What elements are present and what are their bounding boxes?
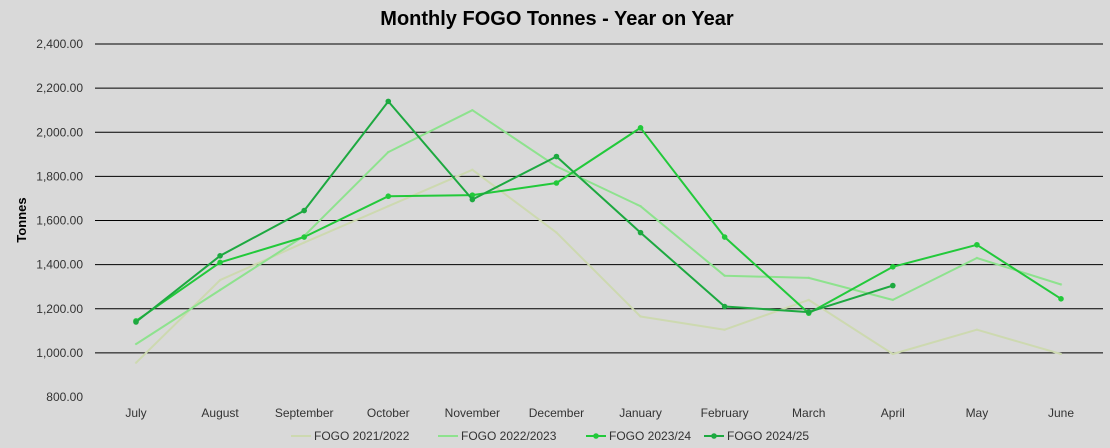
legend-marker <box>593 433 599 439</box>
data-point <box>469 196 476 203</box>
data-point <box>890 264 896 270</box>
x-tick-label: August <box>201 406 239 420</box>
legend-label: FOGO 2021/2022 <box>314 429 410 443</box>
series-lines <box>133 98 1064 365</box>
data-point <box>217 253 223 259</box>
data-point <box>385 193 392 200</box>
data-point <box>471 108 474 112</box>
data-point <box>555 231 558 234</box>
data-point <box>134 361 138 365</box>
data-point <box>301 207 307 214</box>
legend-marker <box>711 433 717 439</box>
series-line <box>135 100 894 323</box>
data-point <box>553 153 560 160</box>
data-point <box>134 342 138 346</box>
data-point <box>555 165 558 168</box>
series-line <box>135 109 1062 345</box>
legend-item: FOGO 2022/2023 <box>438 429 557 443</box>
y-tick-label: 1,400.00 <box>36 258 83 272</box>
x-tick-label: December <box>529 406 584 420</box>
data-point <box>1059 352 1063 356</box>
data-point <box>387 204 390 208</box>
series-group <box>134 168 1063 365</box>
series-group <box>133 98 896 325</box>
legend-label: FOGO 2024/25 <box>727 429 809 443</box>
data-point <box>387 150 390 154</box>
data-point <box>385 98 392 105</box>
data-point <box>975 256 979 260</box>
y-tick-label: 1,000.00 <box>36 346 83 360</box>
data-point <box>805 309 812 315</box>
series-line <box>135 126 1062 322</box>
data-point <box>637 125 644 131</box>
x-tick-label: October <box>367 406 410 420</box>
data-point <box>218 278 222 282</box>
y-axis-label: Tonnes <box>14 197 29 242</box>
legend-label: FOGO 2023/24 <box>609 429 691 443</box>
data-point <box>890 282 896 289</box>
data-point <box>721 234 728 240</box>
data-point <box>639 204 642 208</box>
x-tick-label: April <box>881 406 905 420</box>
y-tick-label: 2,000.00 <box>36 125 83 139</box>
data-point <box>217 259 223 266</box>
x-tick-label: July <box>125 406 146 420</box>
x-axis-ticks: July August September October November Decemb… <box>125 406 1074 420</box>
x-tick-label: February <box>701 406 749 420</box>
data-point <box>553 180 560 186</box>
data-point <box>721 303 728 310</box>
gridlines <box>95 43 1103 354</box>
data-point <box>301 234 307 240</box>
legend-item: FOGO 2021/2022 <box>291 429 410 443</box>
data-point <box>1059 283 1063 286</box>
x-tick-label: March <box>792 406 825 420</box>
chart-title: Monthly FOGO Tonnes - Year on Year <box>380 8 734 30</box>
series-line <box>135 168 1062 364</box>
series-group <box>133 125 1064 324</box>
legend: FOGO 2021/2022 FOGO 2022/2023 FOGO 2023/24… <box>291 429 809 443</box>
legend-item: FOGO 2024/25 <box>704 429 809 443</box>
y-axis-ticks: 800.00 1,000.00 1,200.00 1,400.00 1,600.00 1,… <box>36 37 83 404</box>
data-point <box>639 315 642 318</box>
data-point <box>723 274 726 277</box>
x-tick-label: November <box>445 406 500 420</box>
data-point <box>975 328 979 331</box>
data-point <box>1058 296 1064 302</box>
y-tick-label: 1,600.00 <box>36 214 83 228</box>
legend-item: FOGO 2023/24 <box>586 429 691 443</box>
data-point <box>133 319 139 325</box>
x-tick-label: May <box>966 406 989 420</box>
data-point <box>723 328 726 331</box>
y-tick-label: 800.00 <box>46 390 83 404</box>
data-point <box>974 241 980 248</box>
y-tick-label: 2,400.00 <box>36 37 83 51</box>
y-tick-label: 2,200.00 <box>36 81 83 95</box>
data-point <box>891 352 895 356</box>
x-tick-label: January <box>619 406 662 420</box>
y-tick-label: 1,200.00 <box>36 302 83 316</box>
data-point <box>302 241 306 244</box>
data-point <box>807 298 810 302</box>
x-tick-label: September <box>275 406 334 420</box>
y-tick-label: 1,800.00 <box>36 169 83 183</box>
data-point <box>891 298 895 302</box>
data-point <box>218 288 222 292</box>
data-point <box>807 276 810 280</box>
x-tick-label: June <box>1048 406 1074 420</box>
data-point <box>637 229 644 236</box>
legend-label: FOGO 2022/2023 <box>461 429 557 443</box>
data-point <box>471 168 474 171</box>
